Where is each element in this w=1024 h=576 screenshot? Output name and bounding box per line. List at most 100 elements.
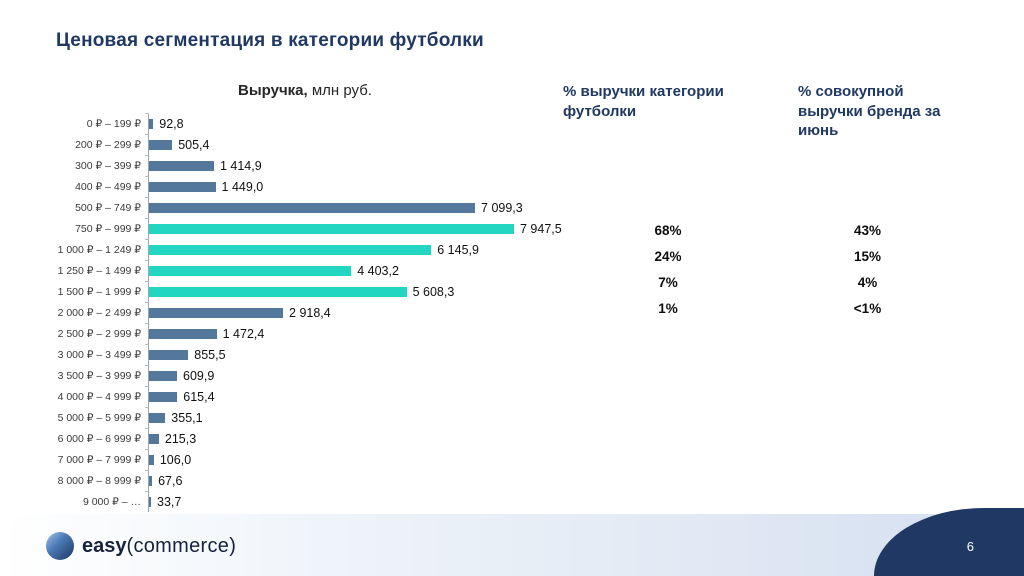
bar-area: 106,0: [144, 449, 191, 470]
bar-area: 33,7: [144, 491, 182, 512]
bar: [149, 223, 514, 234]
bar-area: 7 947,5: [145, 218, 562, 239]
category-label: 200 ₽ – 299 ₽: [75, 138, 141, 151]
value-label: 355,1: [171, 410, 203, 425]
category-label: 2 000 ₽ – 2 499 ₽: [57, 306, 141, 319]
value-label: 6 145,9: [437, 242, 479, 257]
category-label: 8 000 ₽ – 8 999 ₽: [57, 474, 141, 487]
bar-area: 6 145,9: [145, 239, 479, 260]
bar-area: 67,6: [144, 470, 183, 491]
value-label: 2 918,4: [289, 305, 331, 320]
bar-area: 1 449,0: [144, 176, 264, 197]
value-label: 855,5: [194, 347, 226, 362]
chart-row: 7 000 ₽ – 7 999 ₽ 106,0: [45, 449, 562, 470]
logo: easy (commerce): [46, 532, 236, 560]
value-label: 609,9: [183, 368, 215, 383]
chart-row: 1 000 ₽ – 1 249 ₽ 6 145,9: [45, 239, 562, 260]
percent-value-brand: 15%: [853, 249, 882, 264]
value-label: 5 608,3: [412, 284, 455, 299]
category-label: 6 000 ₽ – 6 999 ₽: [57, 432, 141, 445]
category-label: 300 ₽ – 399 ₽: [75, 159, 141, 172]
value-label: 1 472,4: [222, 326, 265, 341]
bar: [149, 244, 432, 255]
percent-value-brand: 4%: [857, 275, 878, 290]
value-label: 7 099,3: [481, 200, 523, 215]
bar: [149, 202, 476, 213]
category-label: 1 250 ₽ – 1 499 ₽: [57, 264, 141, 277]
bar: [149, 349, 189, 360]
percent-value-category: 7%: [658, 275, 678, 290]
category-label: 5 000 ₽ – 5 999 ₽: [57, 411, 141, 424]
chart-row: 750 ₽ – 999 ₽ 7 947,5: [45, 218, 562, 239]
category-label: 500 ₽ – 749 ₽: [75, 201, 141, 214]
category-label: 3 500 ₽ – 3 999 ₽: [57, 369, 141, 382]
chart-row: 5 000 ₽ – 5 999 ₽ 355,1: [45, 407, 562, 428]
logo-text-commerce: (commerce): [126, 534, 237, 557]
bar-area: 7 099,3: [145, 197, 523, 218]
percent-header-brand: % совокупной выручки бренда за июнь: [798, 83, 941, 139]
logo-globe-icon: [46, 532, 74, 560]
bar: [149, 307, 284, 318]
category-label: 0 ₽ – 199 ₽: [86, 117, 141, 130]
chart-title-bold: Выручка,: [238, 82, 308, 99]
value-label: 4 403,2: [357, 263, 399, 278]
bar: [149, 475, 153, 486]
chart-row: 4 000 ₽ – 4 999 ₽ 615,4: [45, 386, 562, 407]
footer-strip: [0, 514, 1024, 576]
bar: [149, 433, 159, 444]
bar: [149, 412, 166, 423]
value-label: 615,4: [183, 389, 215, 404]
bar-area: 609,9: [144, 365, 215, 386]
chart-row: 9 000 ₽ – … 33,7: [45, 491, 562, 512]
bar-area: 355,1: [145, 407, 203, 428]
bar: [149, 139, 173, 150]
bar: [149, 286, 407, 297]
chart-row: 300 ₽ – 399 ₽ 1 414,9: [45, 155, 562, 176]
bar-area: 215,3: [144, 428, 197, 449]
value-label: 33,7: [157, 494, 182, 509]
chart-row: 200 ₽ – 299 ₽ 505,4: [45, 134, 562, 155]
value-label: 215,3: [164, 431, 197, 446]
category-label: 4 000 ₽ – 4 999 ₽: [57, 390, 141, 403]
percent-header-category: % выручки категории футболки: [563, 83, 724, 120]
bar: [149, 160, 214, 171]
percent-col-category: 68% 24% 7% 1%: [563, 218, 773, 322]
value-label: 1 449,0: [221, 179, 264, 194]
bar: [149, 118, 154, 129]
bar-area: 4 403,2: [145, 260, 399, 281]
percent-value-category: 1%: [658, 301, 678, 316]
bar-area: 92,8: [145, 113, 184, 134]
chart-row: 2 000 ₽ – 2 499 ₽ 2 918,4: [45, 302, 562, 323]
category-label: 400 ₽ – 499 ₽: [75, 180, 141, 193]
category-label: 2 500 ₽ – 2 999 ₽: [57, 327, 141, 340]
category-label: 9 000 ₽ – …: [82, 495, 141, 508]
value-label: 67,6: [158, 473, 183, 488]
bar: [149, 181, 216, 192]
bar-area: 1 472,4: [144, 323, 265, 344]
bar: [149, 454, 154, 465]
percent-value-category: 68%: [654, 223, 682, 238]
bar-area: 2 918,4: [145, 302, 331, 323]
value-label: 7 947,5: [520, 221, 562, 236]
bar-area: 615,4: [145, 386, 215, 407]
chart-row: 1 500 ₽ – 1 999 ₽ 5 608,3: [45, 281, 562, 302]
chart-row: 3 000 ₽ – 3 499 ₽ 855,5: [45, 344, 562, 365]
bar-area: 505,4: [144, 134, 209, 155]
chart-row: 2 500 ₽ – 2 999 ₽ 1 472,4: [45, 323, 562, 344]
category-label: 7 000 ₽ – 7 999 ₽: [57, 453, 141, 466]
chart-row: 8 000 ₽ – 8 999 ₽ 67,6: [45, 470, 562, 491]
chart-title: Выручка, млн руб.: [140, 82, 470, 99]
logo-text-easy: easy: [82, 534, 127, 557]
category-label: 3 000 ₽ – 3 499 ₽: [57, 348, 141, 361]
percent-value-category: 24%: [654, 249, 682, 264]
bar: [149, 370, 177, 381]
percent-value-brand: <1%: [853, 301, 882, 316]
bar: [149, 496, 151, 507]
chart-row: 500 ₽ – 749 ₽ 7 099,3: [45, 197, 562, 218]
bar-area: 855,5: [145, 344, 226, 365]
percent-col-brand: 43% 15% 4% <1%: [790, 218, 945, 322]
chart-row: 3 500 ₽ – 3 999 ₽ 609,9: [45, 365, 562, 386]
page-number: 6: [966, 539, 974, 554]
chart-row: 0 ₽ – 199 ₽ 92,8: [45, 113, 562, 134]
